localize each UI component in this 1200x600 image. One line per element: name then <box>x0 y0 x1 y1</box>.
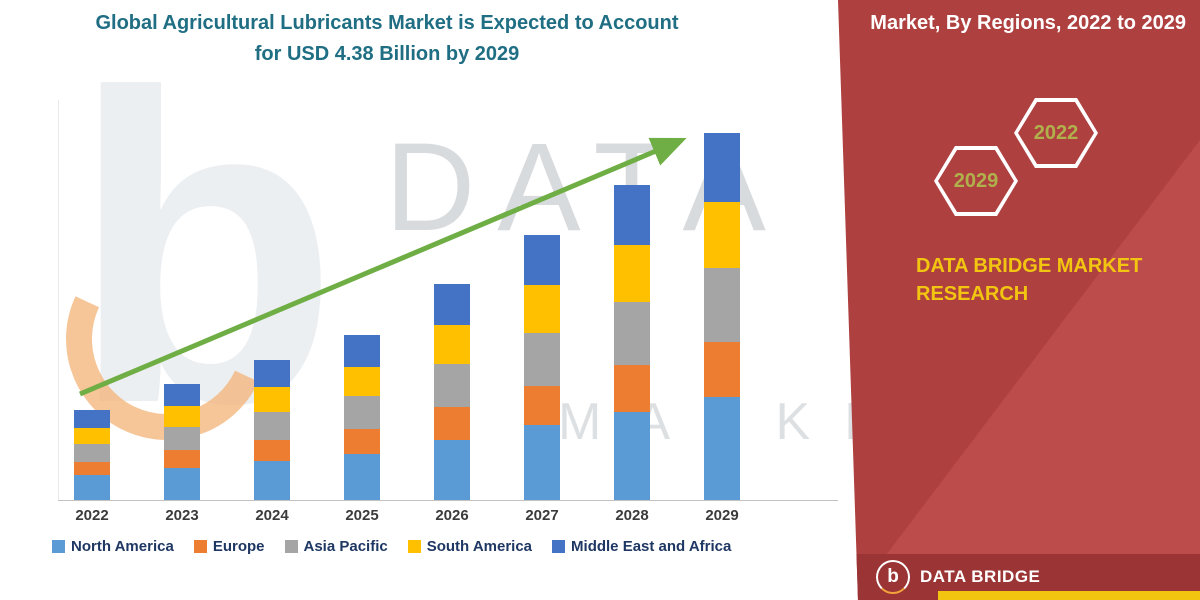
x-axis-label: 2028 <box>615 507 649 524</box>
legend-swatch <box>407 540 421 553</box>
bar-segment-middle-east-and-africa <box>704 133 740 202</box>
bar-segment-asia-pacific <box>254 412 290 440</box>
x-axis-label: 2029 <box>705 507 739 524</box>
dbmr-logo-icon: b <box>876 560 910 594</box>
bar-segment-north-america <box>74 475 110 500</box>
legend-swatch <box>193 540 207 553</box>
bar-segment-europe <box>164 450 200 468</box>
bar-segment-south-america <box>614 245 650 302</box>
hexagon-2022: 2022 <box>1014 98 1098 168</box>
bar-segment-europe <box>344 429 380 454</box>
legend-label: Europe <box>212 538 265 555</box>
bar-segment-south-america <box>524 285 560 333</box>
bar-segment-south-america <box>434 325 470 364</box>
bar-2026 <box>434 284 470 500</box>
bar-segment-south-america <box>164 406 200 427</box>
legend-item: South America <box>407 538 533 555</box>
legend-item: North America <box>52 538 174 555</box>
bar-segment-asia-pacific <box>614 302 650 365</box>
bar-2029 <box>704 133 740 500</box>
bar-segment-south-america <box>254 387 290 412</box>
legend-label: South America <box>426 538 533 555</box>
bar-2027 <box>524 235 560 500</box>
footer-yellow-strip <box>938 591 1200 600</box>
bar-segment-asia-pacific <box>524 333 560 386</box>
bar-segment-middle-east-and-africa <box>344 335 380 367</box>
bar-segment-asia-pacific <box>74 444 110 462</box>
bar-segment-asia-pacific <box>434 364 470 407</box>
bar-segment-europe <box>614 365 650 412</box>
bar-segment-europe <box>254 440 290 461</box>
hexagon-2022-label: 2022 <box>1033 121 1079 144</box>
bar-segment-europe <box>74 462 110 475</box>
x-axis-label: 2025 <box>345 507 379 524</box>
bar-segment-south-america <box>74 428 110 444</box>
chart-title-line1: Global Agricultural Lubricants Market is… <box>95 12 679 34</box>
bar-segment-europe <box>434 407 470 440</box>
chart-title-line2: for USD 4.38 Billion by 2029 <box>254 43 520 65</box>
legend-swatch <box>52 540 65 553</box>
legend-label: North America <box>71 538 174 555</box>
dbmr-brand-line1: DATA BRIDGE MARKET <box>916 255 1143 277</box>
hexagon-2029-label: 2029 <box>953 169 999 192</box>
bars-layer <box>74 133 740 500</box>
bar-segment-north-america <box>434 440 470 500</box>
bar-segment-europe <box>704 342 740 397</box>
x-axis-label: 2026 <box>435 507 469 524</box>
legend-swatch <box>552 540 566 553</box>
bar-segment-middle-east-and-africa <box>74 410 110 428</box>
bar-segment-middle-east-and-africa <box>164 384 200 406</box>
sash-title: Market, By Regions, 2022 to 2029 <box>870 12 1186 34</box>
x-axis-label: 2022 <box>75 507 109 524</box>
legend-swatch <box>284 540 298 553</box>
bar-segment-north-america <box>344 454 380 500</box>
footer-brand-name: DATA BRIDGE <box>920 567 1041 586</box>
bar-segment-north-america <box>164 468 200 500</box>
legend-item: Asia Pacific <box>284 538 388 555</box>
legend-item: Middle East and Africa <box>552 538 731 555</box>
x-axis-label: 2023 <box>165 507 199 524</box>
bar-2025 <box>344 335 380 500</box>
chart-legend: North America Europe Asia Pacific South Ame… <box>52 538 731 555</box>
x-axis-label: 2024 <box>255 507 289 524</box>
bar-segment-middle-east-and-africa <box>254 360 290 387</box>
legend-label: Asia Pacific <box>303 538 388 555</box>
hexagon-2029: 2029 <box>934 146 1018 216</box>
y-axis-line <box>58 100 59 500</box>
bar-2022 <box>74 410 110 500</box>
bar-segment-asia-pacific <box>704 268 740 342</box>
legend-item: Europe <box>193 538 265 555</box>
chart-title: Global Agricultural Lubricants Market is… <box>62 8 712 70</box>
bar-segment-south-america <box>344 367 380 396</box>
legend-label: Middle East and Africa <box>571 538 732 555</box>
bar-segment-north-america <box>704 397 740 500</box>
dbmr-brand-text: DATA BRIDGE MARKET RESEARCH <box>916 252 1156 308</box>
bar-segment-north-america <box>614 412 650 500</box>
bar-segment-europe <box>524 386 560 425</box>
bar-segment-south-america <box>704 202 740 268</box>
bar-segment-asia-pacific <box>164 427 200 450</box>
bar-segment-middle-east-and-africa <box>524 235 560 285</box>
dbmr-brand-line2: RESEARCH <box>916 283 1029 305</box>
x-axis-label: 2027 <box>525 507 559 524</box>
bar-segment-north-america <box>524 425 560 500</box>
bar-segment-middle-east-and-africa <box>614 185 650 245</box>
x-axis-line <box>58 500 838 501</box>
bar-segment-middle-east-and-africa <box>434 284 470 325</box>
bar-2024 <box>254 360 290 500</box>
bar-segment-asia-pacific <box>344 396 380 429</box>
bar-2028 <box>614 185 650 500</box>
bar-segment-north-america <box>254 461 290 500</box>
bar-2023 <box>164 384 200 500</box>
